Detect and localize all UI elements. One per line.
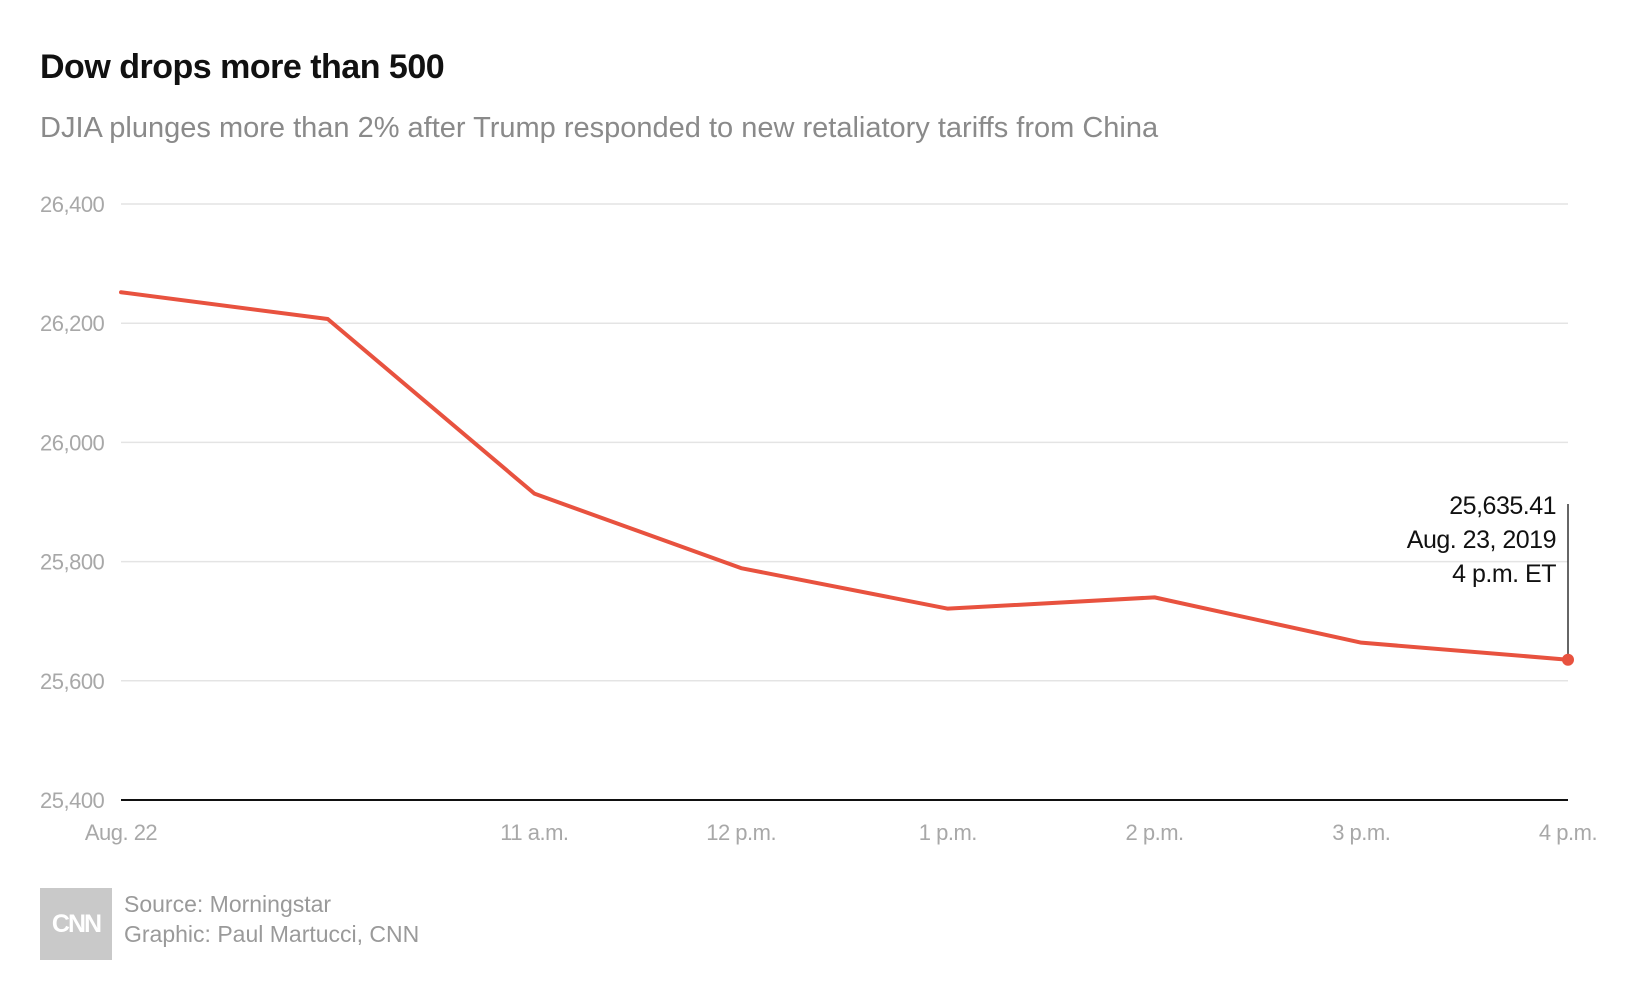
- line-chart: 26,400 26,200 26,000 25,800 25,600 25,400 Aug.…: [40, 192, 1598, 845]
- x-tick-label: 2 p.m.: [1126, 820, 1184, 845]
- y-tick-label: 26,000: [40, 430, 105, 455]
- annotation-value: 25,635.41: [1449, 492, 1556, 520]
- chart-title: Dow drops more than 500: [40, 48, 445, 86]
- series-line: [119, 290, 1570, 662]
- credits: Source: Morningstar Graphic: Paul Martuc…: [124, 889, 419, 949]
- y-tick-label: 25,400: [40, 788, 105, 813]
- source-credit: Source: Morningstar: [124, 891, 332, 917]
- y-tick-label: 25,800: [40, 550, 105, 575]
- y-tick-label: 25,600: [40, 669, 105, 694]
- x-tick-label: Aug. 22: [85, 820, 158, 845]
- graphic-credit: Graphic: Paul Martucci, CNN: [124, 921, 420, 947]
- annotation-time: 4 p.m. ET: [1452, 560, 1556, 588]
- chart-subtitle: DJIA plunges more than 2% after Trump re…: [40, 112, 1159, 144]
- y-tick-label: 26,400: [40, 192, 105, 217]
- x-tick-label: 1 p.m.: [919, 820, 977, 845]
- x-tick-label: 3 p.m.: [1332, 820, 1390, 845]
- cnn-logo: CNN: [40, 888, 112, 960]
- x-tick-label: 11 a.m.: [500, 820, 568, 845]
- cnn-logo-text: CNN: [51, 909, 102, 938]
- x-tick-label: 12 p.m.: [706, 820, 776, 845]
- x-tick-label: 4 p.m.: [1539, 820, 1597, 845]
- y-tick-label: 26,200: [40, 311, 105, 336]
- last-data-point: [1562, 653, 1574, 666]
- annotation-date: Aug. 23, 2019: [1407, 526, 1556, 554]
